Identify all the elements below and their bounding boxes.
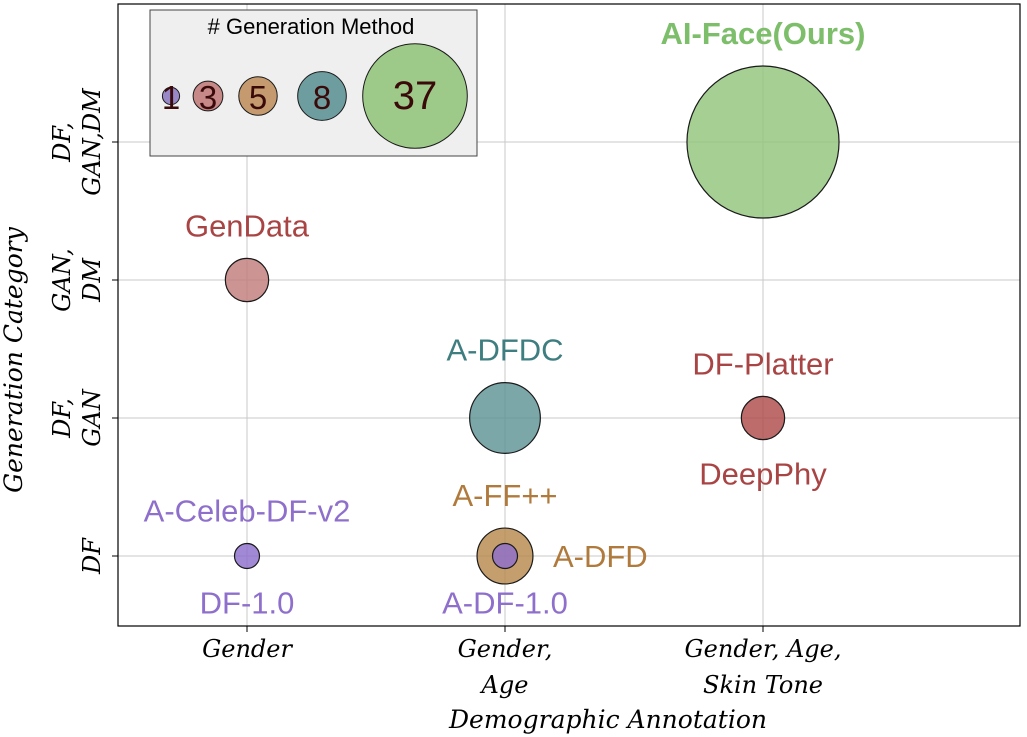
y-axis-label: Generation Category <box>0 226 28 493</box>
x-tick-label: Skin Tone <box>703 671 823 699</box>
y-tick-label: DF, <box>48 398 76 439</box>
data-label-a-ff-: A-FF++ <box>452 478 557 513</box>
legend-label-3: 3 <box>199 79 217 116</box>
data-label-ai-face-ours-: AI-Face(Ours) <box>661 16 866 51</box>
legend-bubble-8 <box>297 71 347 121</box>
legend-bubble-3 <box>192 80 224 112</box>
legend-label-37: 37 <box>393 74 438 118</box>
x-tick-label: Age <box>480 671 529 699</box>
legend-title: # Generation Method <box>208 14 415 39</box>
legend-bubble-37 <box>362 43 468 149</box>
bubble-df-platter <box>740 395 786 441</box>
legend-label-8: 8 <box>313 79 331 116</box>
bubble-gendata <box>224 257 270 303</box>
bubble-ai-face-ours- <box>686 65 840 219</box>
bubble-a-celeb-df-v2 <box>233 542 261 570</box>
bubble-a-dfdc <box>469 382 541 454</box>
y-tick-label: DF, <box>48 122 76 163</box>
data-label-df-1-0: DF-1.0 <box>200 586 295 621</box>
legend-bubble-1 <box>161 86 181 106</box>
plot-frame <box>117 3 1021 627</box>
data-label-a-dfd: A-DFD <box>553 539 648 574</box>
x-axis-ticks: Gender Gender, Age Gender, Age, Skin Tone <box>202 626 842 699</box>
x-tick-label: Gender, <box>458 635 553 663</box>
data-label-a-celeb-df-v2: A-Celeb-DF-v2 <box>144 494 351 529</box>
data-label-a-df-1-0: A-DF-1.0 <box>442 586 568 621</box>
legend-entries: 1 3 5 8 37 <box>161 43 468 149</box>
legend-bubble-5 <box>238 76 278 116</box>
bubble-a-df-1-0 <box>491 542 519 570</box>
x-tick-label: Gender <box>202 635 293 663</box>
data-label-deepphy: DeepPhy <box>699 457 827 492</box>
data-label-gendata: GenData <box>185 208 310 243</box>
legend-label-5: 5 <box>249 79 267 116</box>
y-tick-label: DF <box>78 537 106 575</box>
size-legend: # Generation Method 1 3 5 8 37 <box>149 9 478 157</box>
x-axis-label: Demographic Annotation <box>448 705 767 734</box>
y-tick-label: GAN <box>78 388 106 447</box>
y-tick-label: GAN, <box>48 248 76 312</box>
data-label-df-platter: DF-Platter <box>692 346 833 381</box>
legend-label-1: 1 <box>162 79 180 116</box>
x-tick-label: Gender, Age, <box>684 635 841 663</box>
y-tick-label: GAN,DM <box>78 87 106 196</box>
data-label-a-dfdc: A-DFDC <box>446 333 563 368</box>
y-tick-label: DM <box>78 257 106 303</box>
data-bubbles <box>224 65 840 585</box>
data-labels: A-Celeb-DF-v2 DF-1.0 A-FF++ A-DFD A-DF-1.0 A-… <box>144 16 866 621</box>
